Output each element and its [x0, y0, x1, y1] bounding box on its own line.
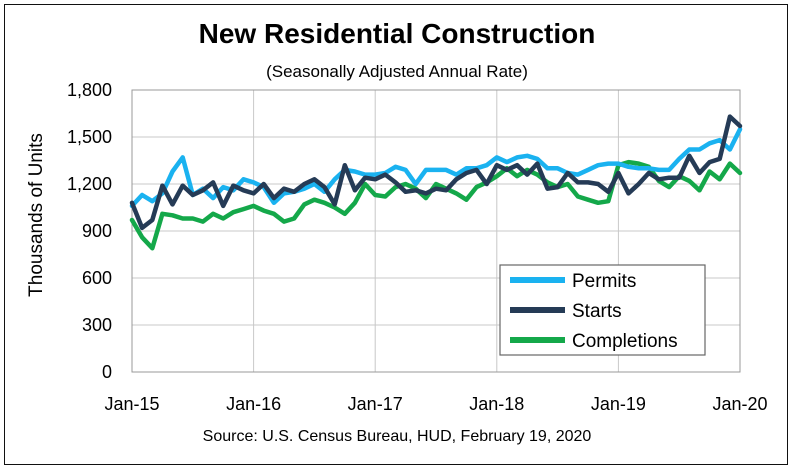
y-tick-label: 0: [102, 362, 112, 382]
axis-layer: 0 300 600 900 1,200 1,500 1,800 Jan-15 Jan-16 Jan…: [67, 80, 768, 414]
chart-frame: [4, 4, 788, 465]
x-tick-label: Jan-15: [104, 394, 159, 414]
chart-source: Source: U.S. Census Bureau, HUD, Februar…: [202, 428, 592, 445]
y-axis-label: Thousands of Units: [26, 133, 47, 297]
y-tick-label: 1,200: [67, 174, 112, 194]
x-tick-label: Jan-19: [591, 394, 646, 414]
series-line-starts: [129, 114, 743, 231]
x-tick-label: Jan-16: [226, 394, 281, 414]
series-line-permits: [129, 126, 743, 209]
y-tick-label: 900: [82, 221, 112, 241]
x-tick-label: Jan-17: [348, 394, 403, 414]
plot-border: [131, 89, 741, 373]
series-layer: [129, 114, 743, 251]
legend-label-permits: Permits: [572, 271, 636, 292]
x-tick-label: Jan-20: [712, 394, 767, 414]
series-line-completions: [129, 159, 743, 251]
legend-label-starts: Starts: [572, 301, 622, 322]
chart-subtitle: (Seasonally Adjusted Annual Rate): [266, 62, 528, 81]
chart-title: New Residential Construction: [198, 18, 596, 49]
legend: Permits Starts Completions: [499, 264, 706, 356]
x-tick-label: Jan-18: [469, 394, 524, 414]
y-tick-label: 600: [82, 268, 112, 288]
y-tick-label: 300: [82, 315, 112, 335]
y-tick-label: 1,500: [67, 127, 112, 147]
legend-label-completions: Completions: [572, 331, 678, 352]
y-tick-label: 1,800: [67, 80, 112, 100]
